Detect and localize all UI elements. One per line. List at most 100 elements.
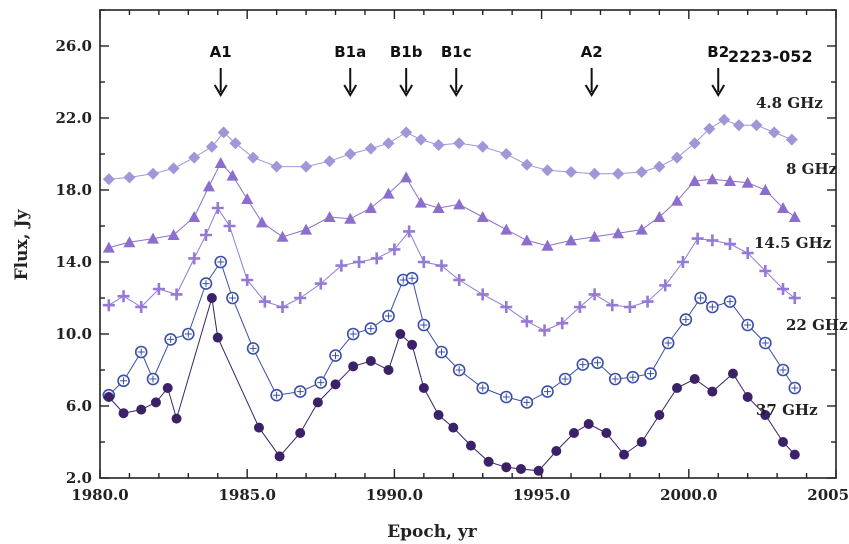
series-22-ghz — [102, 255, 802, 409]
data-point — [641, 295, 654, 308]
data-point-cross — [438, 348, 446, 356]
data-point — [741, 176, 754, 188]
event-markers: A1 B1a B1b B1c A2 B2 — [210, 43, 729, 97]
data-point — [703, 122, 716, 135]
y-tick-label: 18.0 — [55, 181, 92, 199]
data-point-cross — [184, 330, 192, 338]
series-layer — [102, 113, 802, 476]
data-point-cross — [647, 370, 655, 378]
data-point — [583, 419, 594, 429]
data-point — [623, 301, 636, 313]
data-point — [653, 160, 666, 173]
data-point — [759, 184, 772, 195]
series-line — [108, 297, 796, 472]
series-labels: 4.8 GHz 8 GHz 14.5 GHz 22 GHz 37 GHz — [754, 94, 848, 419]
data-point — [353, 256, 366, 268]
data-point — [274, 451, 285, 462]
data-point — [689, 374, 700, 384]
data-point — [520, 158, 533, 171]
data-point — [395, 329, 406, 339]
data-point — [335, 259, 348, 272]
series-4-8-ghz — [102, 113, 798, 186]
axis-ticks — [99, 9, 837, 479]
data-point — [348, 361, 359, 372]
series-label: 8 GHz — [786, 160, 838, 178]
data-point — [785, 133, 798, 146]
x-axis-title: Epoch, yr — [387, 522, 478, 542]
data-point — [568, 428, 579, 438]
data-point — [241, 274, 254, 286]
event-label: A1 — [210, 43, 232, 61]
event-label: B1c — [441, 43, 472, 61]
y-tick-labels: 2.0 6.0 10.0 14.0 18.0 22.0 26.0 — [55, 37, 92, 487]
data-point — [432, 202, 445, 213]
data-point — [520, 234, 533, 246]
data-point — [323, 211, 336, 222]
data-point — [382, 137, 395, 150]
data-point — [653, 211, 666, 222]
data-point — [229, 137, 242, 150]
data-point — [750, 119, 763, 132]
data-point — [199, 229, 212, 241]
x-tick-label: 2000.0 — [660, 486, 717, 504]
data-point — [414, 196, 427, 208]
data-point — [448, 422, 459, 433]
data-point — [612, 227, 625, 239]
data-point — [515, 464, 526, 474]
y-tick-label: 14.0 — [55, 253, 92, 271]
data-point — [565, 166, 578, 178]
y-tick-label: 22.0 — [55, 109, 92, 127]
data-point-cross — [149, 375, 157, 383]
data-point — [483, 456, 494, 467]
data-point-cross — [202, 280, 210, 288]
data-point — [270, 160, 283, 173]
data-point — [300, 160, 313, 173]
data-point — [294, 292, 307, 304]
data-point — [167, 229, 180, 240]
data-point — [403, 225, 416, 238]
data-point — [588, 167, 601, 180]
event-label: B2 — [707, 43, 729, 61]
data-point — [223, 220, 236, 232]
data-point — [123, 171, 136, 184]
data-point — [344, 148, 357, 160]
data-point-cross — [708, 303, 716, 311]
data-point-cross — [791, 384, 799, 392]
data-point — [588, 230, 601, 242]
data-point — [533, 465, 544, 476]
data-point-cross — [629, 373, 637, 381]
data-point — [573, 301, 586, 313]
data-point — [146, 167, 159, 180]
data-point — [206, 293, 217, 303]
data-point-cross — [543, 388, 551, 396]
data-point — [718, 113, 731, 126]
y-tick-label: 2.0 — [66, 469, 92, 487]
data-point — [500, 148, 513, 160]
data-point — [435, 259, 448, 272]
x-tick-label: 1980.0 — [71, 486, 128, 504]
data-point — [417, 256, 430, 268]
data-point — [170, 288, 183, 301]
data-point — [247, 151, 260, 164]
data-point — [538, 324, 551, 337]
x-tick-label: 1995.0 — [513, 486, 570, 504]
series-label: 22 GHz — [786, 316, 848, 334]
data-point — [214, 157, 227, 168]
data-point — [102, 173, 115, 186]
event-arrow-head — [449, 84, 464, 97]
data-point-cross — [697, 294, 705, 302]
x-tick-label: 1990.0 — [366, 486, 423, 504]
data-point — [217, 126, 230, 139]
data-point — [314, 277, 327, 290]
data-point — [672, 383, 683, 393]
data-point — [370, 252, 383, 265]
series-label: 14.5 GHz — [754, 234, 832, 252]
y-tick-label: 6.0 — [66, 397, 92, 415]
data-point — [241, 193, 254, 204]
data-point — [344, 212, 357, 224]
data-point-cross — [682, 316, 690, 324]
data-point — [253, 422, 264, 433]
data-point — [276, 230, 289, 242]
data-point — [136, 404, 147, 415]
data-point — [150, 397, 161, 408]
